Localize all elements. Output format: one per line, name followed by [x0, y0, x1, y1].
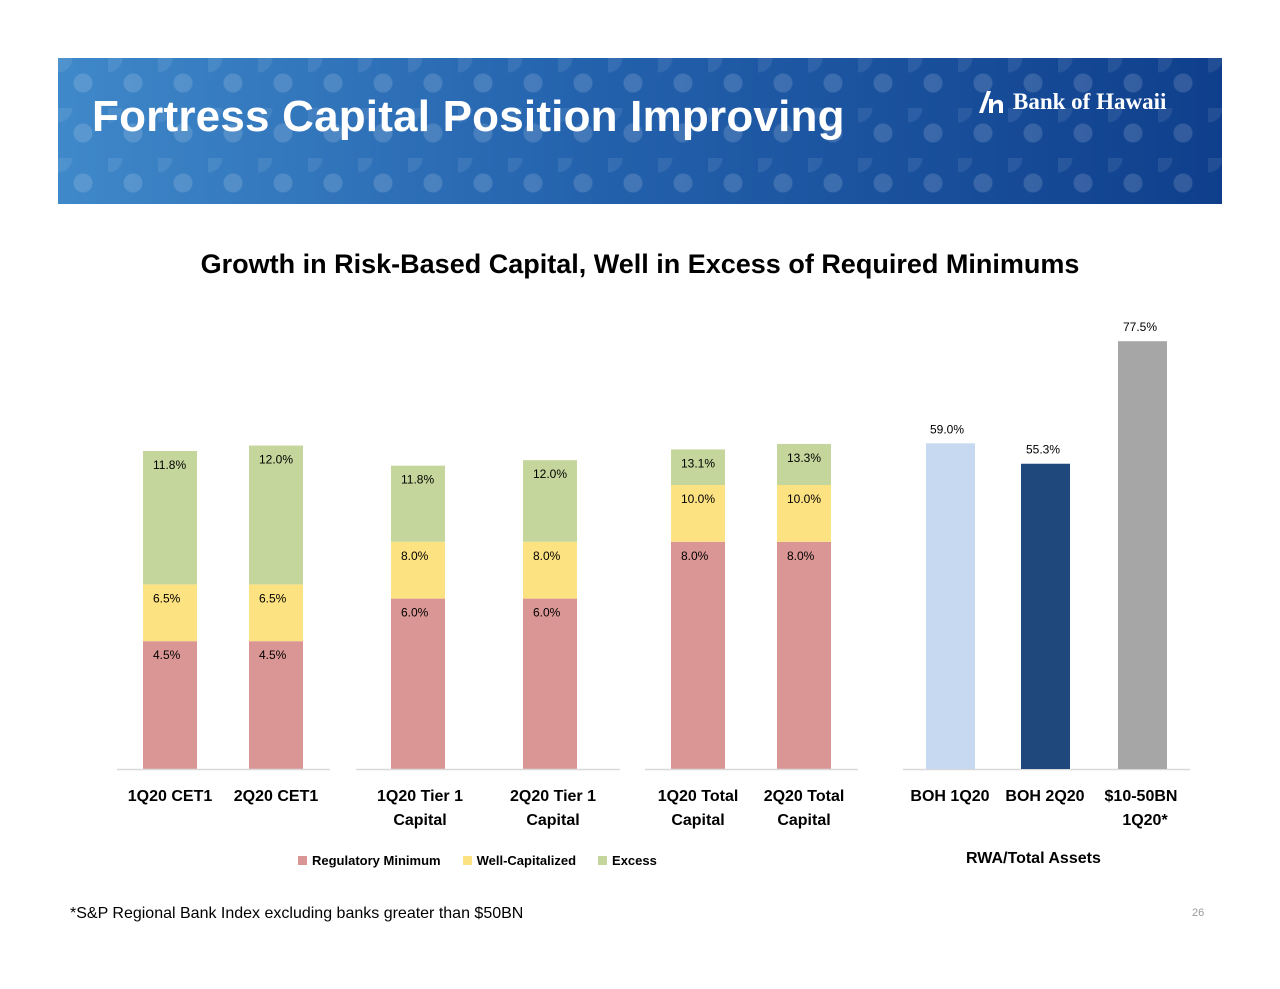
- category-label: 1Q20 Tier 1: [377, 788, 463, 805]
- bar-excess: [143, 451, 197, 585]
- category-label: 2Q20 Total: [764, 788, 845, 805]
- data-label: 8.0%: [681, 549, 709, 563]
- category-label: 1Q20*: [1122, 812, 1168, 829]
- bar-well-capitalized: [391, 541, 445, 599]
- bar-regulatory-minimum: [777, 541, 831, 769]
- category-label: 1Q20 CET1: [128, 788, 213, 805]
- bar-rwa-3: [1118, 341, 1167, 769]
- category-label: BOH 2Q20: [1005, 788, 1084, 805]
- data-label: 4.5%: [153, 648, 181, 662]
- bar-well-capitalized: [249, 584, 303, 642]
- category-label: Capital: [526, 812, 579, 829]
- legend-item-well-capitalized: Well-Capitalized: [462, 853, 577, 868]
- chart-title: Growth in Risk-Based Capital, Well in Ex…: [200, 249, 1080, 279]
- category-label: Capital: [393, 812, 446, 829]
- data-label: 6.0%: [533, 606, 561, 620]
- legend-label: Well-Capitalized: [476, 853, 577, 868]
- category-label: BOH 1Q20: [910, 788, 989, 805]
- bar-regulatory-minimum: [523, 598, 577, 769]
- legend-label: Excess: [612, 853, 657, 868]
- legend-swatch-regulatory-minimum: [298, 856, 307, 865]
- bar-excess: [777, 443, 831, 485]
- legend-item-regulatory-minimum: Regulatory Minimum: [298, 853, 441, 868]
- data-label: 6.0%: [401, 606, 429, 620]
- brand-name: Bank of Hawaii: [1013, 89, 1167, 114]
- data-label: 6.5%: [153, 591, 181, 605]
- page-title: Fortress Capital Position Improving: [92, 92, 845, 141]
- header-banner: [58, 58, 1222, 204]
- data-label: 77.5%: [1123, 320, 1157, 334]
- banner-pattern: [58, 58, 1222, 204]
- legend-label: Regulatory Minimum: [312, 853, 441, 868]
- category-label: Capital: [777, 812, 830, 829]
- bar-rwa-2: [1021, 463, 1070, 769]
- data-label: 12.0%: [259, 453, 293, 467]
- data-label: 12.0%: [533, 467, 567, 481]
- category-label: Capital: [671, 812, 724, 829]
- legend-swatch-excess: [598, 856, 608, 865]
- bar-excess: [249, 445, 303, 585]
- bar-regulatory-minimum: [249, 641, 303, 769]
- bank-logo-icon: [979, 91, 1003, 113]
- data-label: 10.0%: [681, 492, 715, 506]
- data-label: 8.0%: [533, 549, 561, 563]
- data-label: 55.3%: [1026, 443, 1060, 457]
- rwa-axis-label: RWA/Total Assets: [966, 850, 1101, 867]
- bar-regulatory-minimum: [143, 641, 197, 769]
- bar-regulatory-minimum: [391, 598, 445, 769]
- data-label: 13.1%: [681, 456, 715, 470]
- data-label: 10.0%: [787, 492, 821, 506]
- data-label: 4.5%: [259, 648, 287, 662]
- category-label: $10-50BN: [1105, 788, 1178, 805]
- bar-excess: [523, 460, 577, 542]
- footnote: *S&P Regional Bank Index excluding banks…: [70, 905, 524, 922]
- bar-well-capitalized: [143, 584, 197, 642]
- data-label: 11.8%: [401, 473, 434, 487]
- page-number: 26: [1192, 907, 1205, 919]
- bar-excess: [391, 465, 445, 542]
- category-label: 2Q20 CET1: [234, 788, 319, 805]
- data-label: 13.3%: [787, 451, 821, 465]
- category-label: 1Q20 Total: [658, 788, 739, 805]
- data-label: 8.0%: [787, 549, 815, 563]
- bar-well-capitalized: [523, 541, 577, 599]
- data-label: 8.0%: [401, 549, 429, 563]
- data-label: 59.0%: [930, 422, 964, 436]
- bar-regulatory-minimum: [671, 541, 725, 769]
- bar-rwa-1: [926, 443, 975, 769]
- data-label: 6.5%: [259, 591, 287, 605]
- bar-excess: [671, 449, 725, 485]
- category-label: 2Q20 Tier 1: [510, 788, 596, 805]
- bar-well-capitalized: [777, 485, 831, 542]
- data-label: 11.8%: [153, 458, 186, 472]
- bar-well-capitalized: [671, 485, 725, 542]
- legend-item-excess: Excess: [598, 853, 657, 868]
- brand-logo: Bank of Hawaii: [975, 86, 1166, 118]
- chart-legend: Regulatory Minimum Well-Capitalized Exce…: [298, 853, 657, 868]
- legend-swatch-well-capitalized: [462, 856, 472, 865]
